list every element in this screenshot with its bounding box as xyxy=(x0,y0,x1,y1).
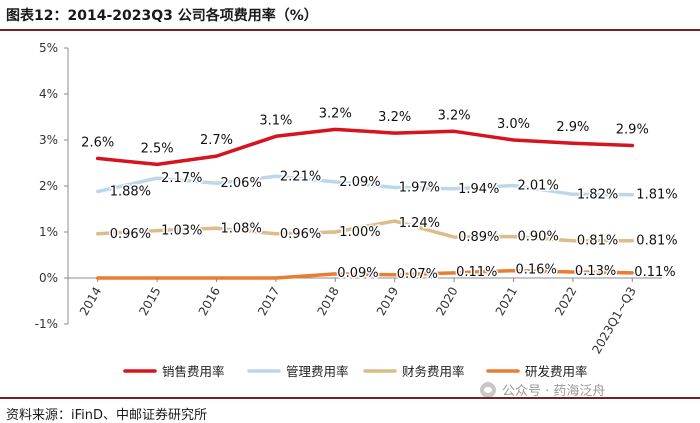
y-tick-label: 2% xyxy=(39,179,58,193)
data-label: 2.9% xyxy=(556,120,589,135)
series-lines xyxy=(95,127,635,280)
data-label: 2.17% xyxy=(161,171,202,186)
data-label: 1.81% xyxy=(636,188,677,203)
data-label: 2.7% xyxy=(200,133,233,148)
data-label: 0.96% xyxy=(280,227,321,242)
title-divider xyxy=(0,29,700,31)
data-label: 3.2% xyxy=(378,110,411,125)
data-label: 1.24% xyxy=(399,216,440,231)
data-label: 2.5% xyxy=(141,141,174,156)
y-tick-label: 0% xyxy=(39,271,58,285)
data-label: 0.89% xyxy=(458,230,499,245)
data-label: 1.97% xyxy=(399,180,440,195)
y-tick-label: 1% xyxy=(39,225,58,239)
figure-header: 图表12：2014-2023Q3 公司各项费用率（%） xyxy=(0,0,700,31)
legend: 销售费用率 管理费用率 财务费用率 研发费用率 xyxy=(123,364,588,379)
data-label: 0.81% xyxy=(636,234,677,249)
series-line-3 xyxy=(95,219,635,243)
data-label: 2.01% xyxy=(518,179,559,194)
data-label: 3.2% xyxy=(319,106,352,121)
data-label: 1.94% xyxy=(458,182,499,197)
data-label: 0.16% xyxy=(516,263,557,278)
x-tick-label: 2019 xyxy=(374,285,401,318)
y-tick-label: 4% xyxy=(39,87,58,101)
data-label: 2.6% xyxy=(81,135,114,150)
data-label: 2.9% xyxy=(616,123,649,138)
data-label: 0.07% xyxy=(397,267,438,282)
data-label: 1.03% xyxy=(161,224,202,239)
source-divider xyxy=(0,397,700,399)
watermark-text: 公众号 · 药海泛舟 xyxy=(502,384,606,399)
data-label: 3.0% xyxy=(497,117,530,132)
data-label: 2.21% xyxy=(280,169,321,184)
watermark: 公众号 · 药海泛舟 xyxy=(480,380,605,399)
y-tick-label: 3% xyxy=(39,133,58,147)
data-label: 0.90% xyxy=(518,230,559,245)
data-label: 0.11% xyxy=(634,265,675,280)
legend-label-1: 销售费用率 xyxy=(162,364,225,379)
data-label: 1.82% xyxy=(577,187,618,202)
data-label: 2.06% xyxy=(221,176,262,191)
x-tick-label: 2020 xyxy=(433,285,460,318)
x-tick-label: 2014 xyxy=(77,285,104,318)
data-label: 2.09% xyxy=(339,175,380,190)
x-tick-label: 2021 xyxy=(493,285,520,318)
x-tick-label: 2022 xyxy=(552,285,579,318)
data-label: 0.09% xyxy=(337,266,378,281)
x-tick-label: 2017 xyxy=(255,285,282,318)
legend-label-3: 财务费用率 xyxy=(402,364,465,379)
data-label: 3.2% xyxy=(438,108,471,123)
x-tick-label: 2016 xyxy=(196,285,223,318)
x-tick-label: 2018 xyxy=(315,285,342,318)
line-chart: -1%0%1%2%3%4%5%2014 2015 2016 2017 2018 2019 2… xyxy=(35,41,679,379)
series-line-4 xyxy=(95,268,635,280)
x-tick-label: 2023Q1~Q3 xyxy=(589,285,639,357)
data-label: 0.13% xyxy=(575,264,616,279)
data-label: 0.81% xyxy=(577,234,618,249)
series-line-2 xyxy=(95,174,635,197)
data-label: 1.88% xyxy=(110,185,151,200)
y-tick-label: 5% xyxy=(39,41,58,55)
data-label: 3.1% xyxy=(259,113,292,128)
data-label: 0.11% xyxy=(456,265,497,280)
source-note: 资料来源：iFinD、中邮证券研究所 xyxy=(6,408,208,423)
series-line-1 xyxy=(95,127,635,167)
legend-label-2: 管理费用率 xyxy=(286,364,349,379)
data-labels: 2.6% 2.5% 2.7% 3.1% 3.2% 3.2% 3.2% 3.0% 2.9% 2.9%… xyxy=(81,106,679,283)
data-label: 0.96% xyxy=(110,227,151,242)
y-tick-label: -1% xyxy=(35,317,58,331)
figure-title: 图表12：2014-2023Q3 公司各项费用率（%） xyxy=(6,8,318,24)
data-label: 1.00% xyxy=(339,225,380,240)
x-tick-label: 2015 xyxy=(136,285,163,318)
legend-label-4: 研发费用率 xyxy=(525,364,588,379)
data-label: 1.08% xyxy=(221,221,262,236)
wechat-icon xyxy=(480,381,496,398)
